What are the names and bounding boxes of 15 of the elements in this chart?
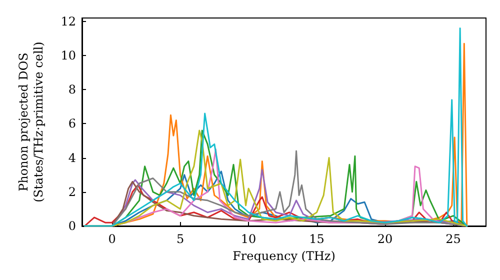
- x-tick-label: 25: [446, 232, 461, 246]
- x-tick-label: 10: [240, 232, 256, 246]
- x-tick-label: 15: [309, 232, 324, 246]
- x-tick-label: 5: [176, 232, 184, 246]
- x-tick-label: 0: [108, 232, 116, 246]
- y-axis-title: Phonon projected DOS (States/THz·primitive cell): [16, 42, 46, 202]
- y-tick-label: 10: [60, 48, 76, 63]
- x-axis-title: Frequency (THz): [232, 249, 336, 263]
- y-tick-label: 2: [68, 184, 76, 199]
- y-tick-label: 8: [68, 82, 76, 97]
- x-tick-label: 20: [377, 232, 393, 246]
- y-tick-label: 6: [68, 116, 76, 131]
- y-tick-label: 12: [60, 14, 76, 28]
- y-tick-label: 0: [68, 219, 76, 233]
- y-tick-label: 4: [68, 150, 76, 165]
